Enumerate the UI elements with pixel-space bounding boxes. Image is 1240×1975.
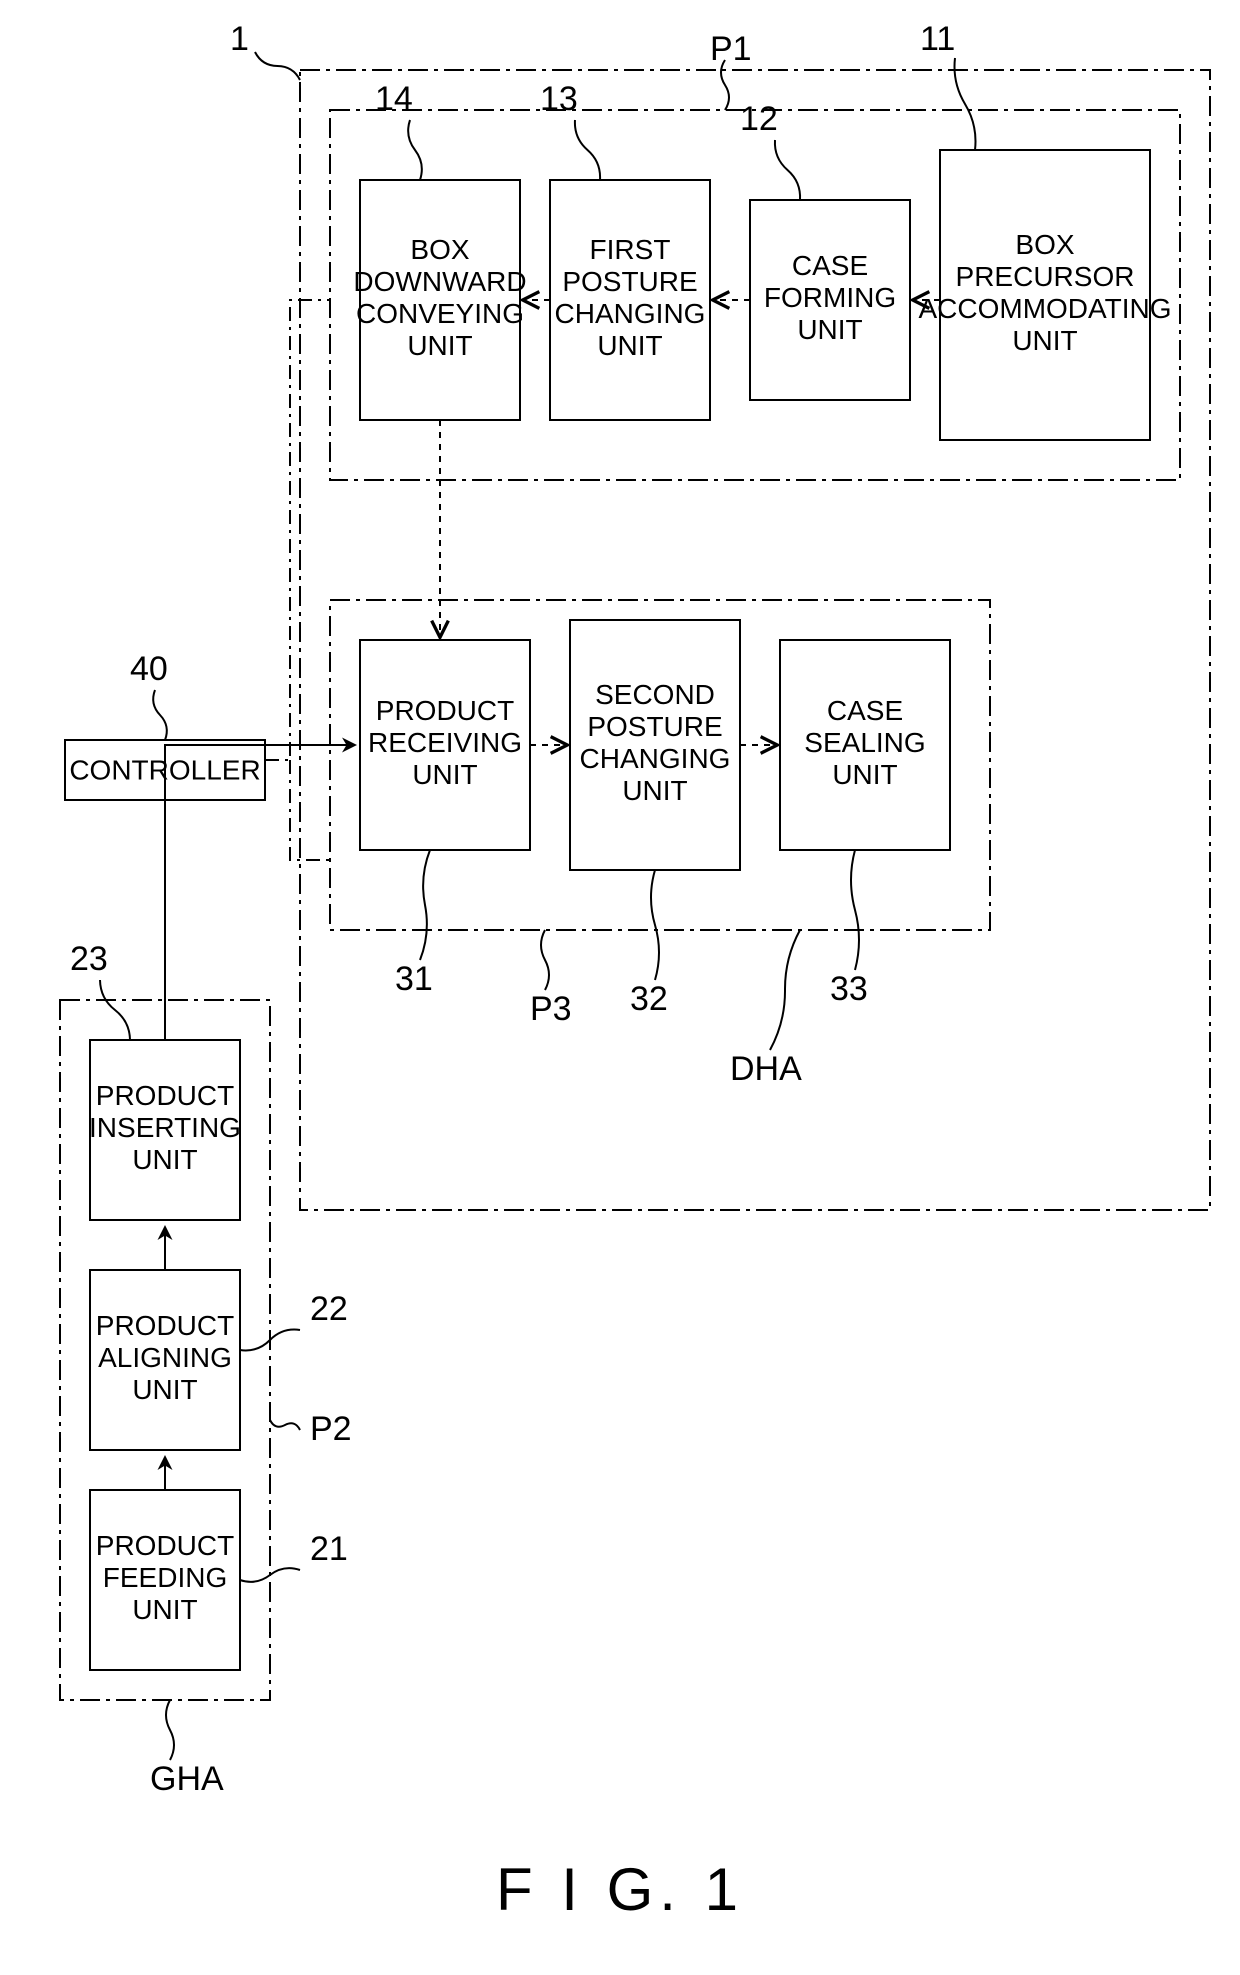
ref-32-lead: [651, 870, 659, 980]
ref-31-lead: [420, 850, 430, 960]
ref-23-lead: [100, 980, 130, 1040]
controller-to-p1: [265, 300, 330, 760]
ref-14: 14: [375, 80, 413, 118]
ref-p3: P3: [530, 990, 572, 1028]
ref-p1: P1: [710, 30, 752, 68]
ref-31: 31: [395, 960, 433, 998]
ref-13-lead: [575, 120, 600, 180]
figure-label: F I G. 1: [496, 1856, 744, 1923]
ref-12-lead: [775, 140, 800, 200]
ref-1: 1: [230, 20, 249, 58]
ref-p2-lead: [270, 1420, 300, 1430]
ref-40-lead: [153, 690, 167, 740]
ref-33-lead: [851, 850, 859, 970]
ref-22: 22: [310, 1290, 348, 1328]
ref-dha-lead: [770, 930, 800, 1050]
controller-to-p3: [290, 760, 330, 860]
ref-40: 40: [130, 650, 168, 688]
ref-gha-lead: [166, 1700, 174, 1760]
ref-32: 32: [630, 980, 668, 1018]
ref-dha: DHA: [730, 1050, 802, 1088]
ref-gha: GHA: [150, 1760, 224, 1798]
ref-23: 23: [70, 940, 108, 978]
ref-21-lead: [240, 1568, 300, 1582]
ref-p2: P2: [310, 1410, 352, 1448]
ref-13: 13: [540, 80, 578, 118]
ref-11-lead: [954, 58, 975, 150]
ref-1-lead: [255, 52, 300, 80]
ref-11: 11: [920, 20, 955, 58]
ref-21: 21: [310, 1530, 348, 1568]
ref-14-lead: [408, 120, 422, 180]
ref-33: 33: [830, 970, 868, 1008]
ref-12: 12: [740, 100, 778, 138]
ref-p3-lead: [541, 930, 549, 990]
